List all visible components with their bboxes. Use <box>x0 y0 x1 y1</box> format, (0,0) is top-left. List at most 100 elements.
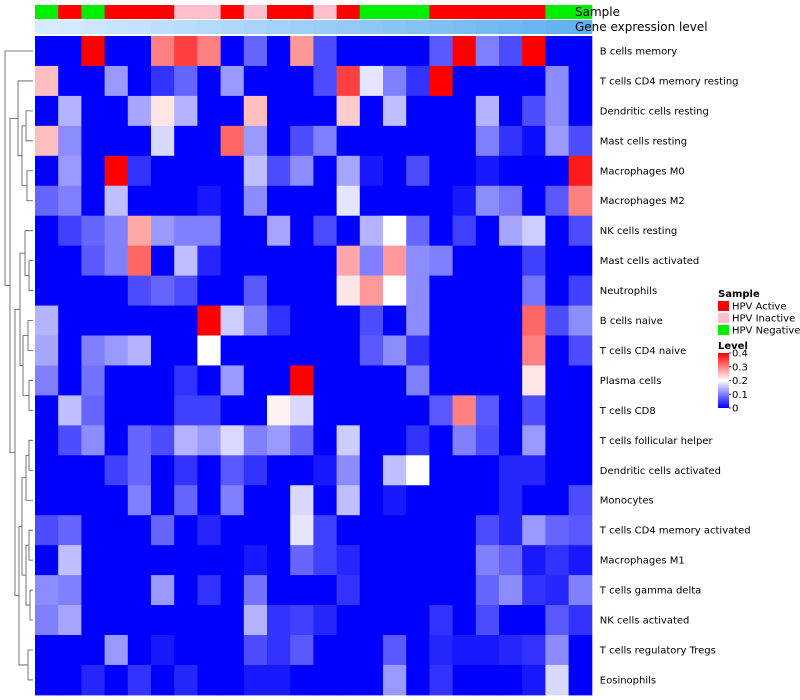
heatmap-cell <box>290 515 314 546</box>
heatmap-cell <box>568 95 593 127</box>
heatmap-cell <box>568 215 593 247</box>
heatmap-cell <box>475 635 500 666</box>
heatmap-cell <box>151 545 175 576</box>
heatmap-cell <box>81 664 106 696</box>
heatmap-cell <box>127 455 152 486</box>
heatmap-cell <box>58 664 82 696</box>
heatmap-cell <box>220 65 245 97</box>
heatmap-cell <box>290 395 314 426</box>
sample-annotation-cell <box>313 5 338 19</box>
heatmap-cell <box>290 545 314 576</box>
heatmap-cell <box>545 95 570 127</box>
row-label: T cells follicular helper <box>599 436 714 447</box>
heatmap-cell <box>35 485 59 516</box>
legend-tick-label: 0.3 <box>732 362 748 373</box>
sample-annotation-cell <box>429 5 454 19</box>
heatmap-cell <box>267 65 291 97</box>
heatmap-cell <box>174 125 198 157</box>
heatmap-cell <box>197 305 222 336</box>
heatmap-cell <box>406 485 430 516</box>
legend-tick-label: 0.4 <box>732 349 748 360</box>
heatmap-cell <box>383 575 407 606</box>
heatmap-cell <box>359 305 384 336</box>
heatmap-cell <box>151 95 175 127</box>
heatmap-cell <box>35 245 59 277</box>
heatmap-cell <box>452 155 477 187</box>
heatmap-cell <box>243 365 268 396</box>
heatmap-cell <box>383 425 407 456</box>
heatmap-cell <box>499 664 523 696</box>
row-label: T cells CD4 memory activated <box>599 526 751 537</box>
heatmap-cell <box>499 155 523 187</box>
heatmap-cell <box>174 305 198 336</box>
heatmap-cell <box>406 545 430 576</box>
heatmap-cell <box>429 245 454 277</box>
heatmap-cell <box>267 185 291 217</box>
heatmap-cell <box>151 515 175 546</box>
heatmap-cell <box>359 545 384 576</box>
heatmap-cell <box>104 485 129 516</box>
heatmap-cell <box>499 365 523 396</box>
heatmap-cell <box>243 125 268 157</box>
heatmap-cell <box>452 455 477 486</box>
heatmap-cell <box>151 425 175 456</box>
heatmap-cell <box>475 485 500 516</box>
heatmap-cell <box>197 65 222 97</box>
heatmap-cell <box>522 664 546 696</box>
heatmap-cell <box>313 664 338 696</box>
expression-annotation-cell <box>151 20 175 34</box>
heatmap-cell <box>336 36 361 67</box>
heatmap-cell <box>406 365 430 396</box>
sample-annotation-cell <box>81 5 106 19</box>
heatmap-cell <box>81 455 106 486</box>
heatmap-cell <box>151 245 175 277</box>
heatmap-cell <box>267 395 291 426</box>
heatmap-cell <box>452 245 477 277</box>
heatmap-cell <box>58 335 82 366</box>
heatmap-cell <box>243 545 268 576</box>
gene-expression-annotation-track <box>35 20 593 34</box>
heatmap-cell <box>197 545 222 576</box>
heatmap-cell <box>197 395 222 426</box>
heatmap-cell <box>127 125 152 157</box>
heatmap-cell <box>522 275 546 307</box>
heatmap-cell <box>568 335 593 366</box>
heatmap-cell <box>568 545 593 576</box>
heatmap-cell <box>522 545 546 576</box>
heatmap-cell <box>290 215 314 247</box>
row-label: Dendritic cells resting <box>600 106 709 117</box>
heatmap-cell <box>452 65 477 97</box>
heatmap-cell <box>452 335 477 366</box>
heatmap-cell <box>81 545 106 576</box>
heatmap-cell <box>267 305 291 336</box>
heatmap-cell <box>545 335 570 366</box>
expression-annotation-cell <box>81 20 106 34</box>
heatmap-cell <box>475 65 500 97</box>
dendrogram-branch <box>9 117 18 453</box>
heatmap-cell <box>475 275 500 307</box>
heatmap-cell <box>406 185 430 217</box>
heatmap-cell <box>406 664 430 696</box>
heatmap-cell <box>174 425 198 456</box>
heatmap-cell <box>243 515 268 546</box>
dendrogram-branch <box>25 454 33 501</box>
heatmap-cell <box>452 515 477 546</box>
heatmap-cell <box>336 425 361 456</box>
heatmap-cell <box>151 275 175 307</box>
heatmap-cell <box>359 125 384 157</box>
heatmap-cell <box>35 515 59 546</box>
heatmap-cell <box>151 365 175 396</box>
heatmap-cell <box>522 575 546 606</box>
heatmap-cell <box>290 36 314 67</box>
heatmap-cell <box>243 635 268 666</box>
heatmap-cell <box>568 125 593 157</box>
heatmap-cell <box>174 605 198 636</box>
dendrogram-branch <box>28 260 33 291</box>
heatmap-cell <box>197 605 222 636</box>
heatmap-cell <box>267 575 291 606</box>
row-label: Neutrophils <box>600 286 657 297</box>
heatmap-cell <box>452 305 477 336</box>
heatmap-cell <box>81 335 106 366</box>
heatmap-cell <box>174 664 198 696</box>
legend-tick-label: 0.1 <box>732 390 748 401</box>
